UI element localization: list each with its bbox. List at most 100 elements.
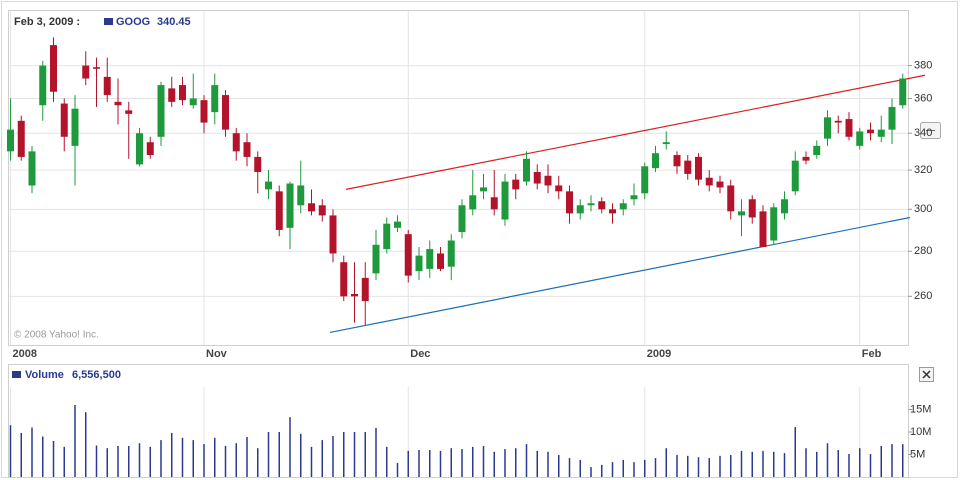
candle-body [705,177,713,186]
volume-bar [224,445,227,477]
candle-body [727,185,735,212]
y-tick-label: 340 [914,127,932,139]
candle-body [275,191,283,230]
candle-body [684,160,692,174]
volume-bar [751,451,753,477]
volume-bar [42,436,44,477]
x-tick-label: 2009 [647,348,671,360]
candle-body [587,203,595,206]
volume-bar [85,412,87,477]
candle-body [93,67,100,69]
x-tick-label: Nov [206,348,228,360]
candle-body [899,78,907,106]
volume-bar [332,436,334,477]
symbol: GOOG [116,16,150,28]
volume-bar [644,459,646,477]
legend-swatch [104,18,113,25]
candle-body [232,133,240,152]
candle-body [404,234,412,276]
candle-body [243,142,251,157]
candle-body [157,85,165,137]
volume-swatch [12,371,21,378]
volume-bar [848,454,850,477]
candle-body [308,203,315,212]
volume-bar [547,451,549,477]
candle-body [17,120,25,157]
volume-bar [31,427,33,477]
volume-bar [816,451,818,477]
candle-body [802,156,810,161]
volume-bar [794,427,796,477]
volume-bar [52,441,55,477]
trendline [329,216,911,334]
candle-body [673,155,681,167]
candle-body [60,103,68,137]
candle-body [523,158,530,182]
volume-bar [149,446,151,477]
candle-body [641,166,649,194]
volume-bar [375,427,377,477]
volume-bar [665,448,667,477]
candle-body [179,85,186,101]
candle-body [566,191,573,214]
volume-bar [138,443,141,477]
candle-body [512,179,520,190]
candle-body [609,209,616,214]
volume-bar [95,445,98,477]
candle-body [426,249,434,269]
volume-bar [762,450,764,477]
candle-body [748,199,756,218]
candle-body [501,181,509,220]
trendline [345,74,926,190]
volume-bar [267,432,270,477]
candle-body [168,88,176,102]
candle-body [759,211,767,247]
volume-last: 6,556,500 [72,369,121,381]
volume-bar [20,432,22,477]
candle-body [480,187,487,192]
y-tick-label: 380 [914,59,932,71]
volume-bar [386,446,388,477]
volume-bar [805,448,807,477]
candle-body [437,253,444,269]
y-tick-label: 320 [914,164,932,176]
volume-bar [708,458,710,477]
candle-body [71,108,79,146]
candle-body [265,181,272,190]
volume-bar [719,455,721,477]
x-tick-label: Feb [862,348,882,360]
volume-bar [310,446,313,477]
candle-body [211,85,219,113]
volume-bar [214,437,216,477]
y-tick-label: 260 [914,290,932,302]
volume-bar [429,450,431,477]
candle-body [619,203,627,210]
candle-body [361,277,369,302]
volume-bar [203,444,205,477]
volume-bar [117,445,119,477]
volume-bar [590,467,592,477]
price-panel [8,10,909,346]
volume-bar [622,459,624,477]
y-tick-label: 300 [914,203,932,215]
volume-bar [106,448,108,477]
candle-body [50,45,57,92]
last-price: 340.45 [157,16,191,28]
volume-bar [837,450,839,477]
x-tick-label: 2008 [13,348,37,360]
candle-body [469,195,477,210]
candle-body [845,119,853,137]
volume-bar [160,440,162,477]
volume-bar [63,446,65,477]
candle-body [544,175,552,186]
volume-bar [783,453,786,477]
volume-bar [353,432,356,477]
candle-body [383,223,391,250]
candle-body [834,120,842,123]
candle-body [716,181,724,188]
volume-bar [579,459,581,477]
candle-body [114,101,122,106]
candle-body [856,131,864,146]
volume-bar [439,450,442,477]
